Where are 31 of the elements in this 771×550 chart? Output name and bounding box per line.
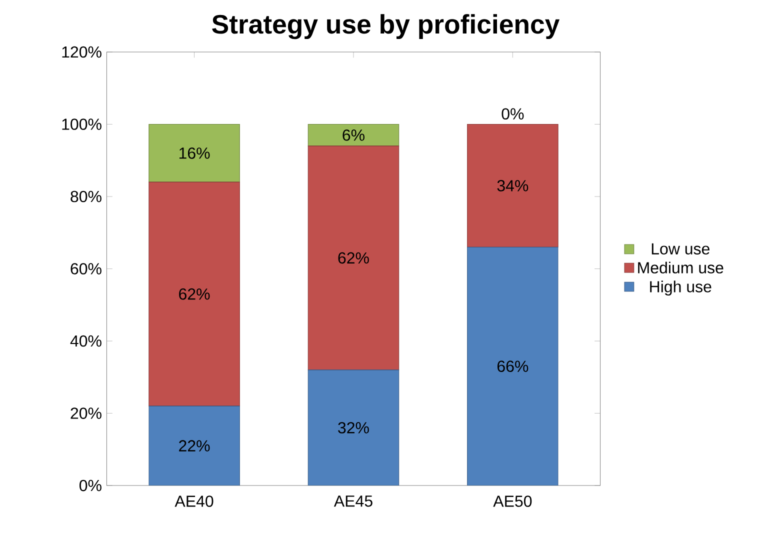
bar	[308, 124, 400, 146]
chart-title: Strategy use by proficiency	[212, 14, 560, 40]
data-label: 34%	[497, 180, 528, 192]
data-label: 16%	[179, 148, 210, 160]
data-label: 22%	[179, 440, 210, 452]
x-tick-label: AE40	[174, 496, 214, 508]
x-tick-label: AE45	[334, 496, 372, 507]
bar	[467, 247, 558, 486]
bar	[148, 182, 240, 407]
data-label: 62%	[179, 288, 210, 300]
data-label: 6%	[342, 130, 364, 141]
data-label: 32%	[338, 422, 369, 434]
bar	[148, 124, 240, 183]
data-label: 0%	[502, 108, 524, 120]
data-label: 66%	[497, 360, 528, 372]
bar	[148, 406, 240, 486]
y-tick-label: 120%	[62, 46, 102, 58]
y-tick-label: 40%	[70, 336, 102, 347]
y-tick-label: 100%	[62, 118, 102, 130]
bar	[308, 146, 400, 370]
y-tick-label: 80%	[70, 191, 102, 202]
legend-label: Low use	[652, 244, 710, 255]
y-tick-label: 60%	[70, 263, 102, 275]
bar	[467, 124, 558, 248]
y-tick-label: 0%	[80, 480, 102, 492]
legend-label: Medium use	[638, 262, 724, 274]
legend-label: High use	[650, 280, 712, 296]
bar	[308, 370, 400, 486]
y-tick-label: 20%	[70, 408, 102, 420]
data-label: 62%	[338, 252, 369, 264]
x-tick-label: AE50	[493, 496, 532, 508]
